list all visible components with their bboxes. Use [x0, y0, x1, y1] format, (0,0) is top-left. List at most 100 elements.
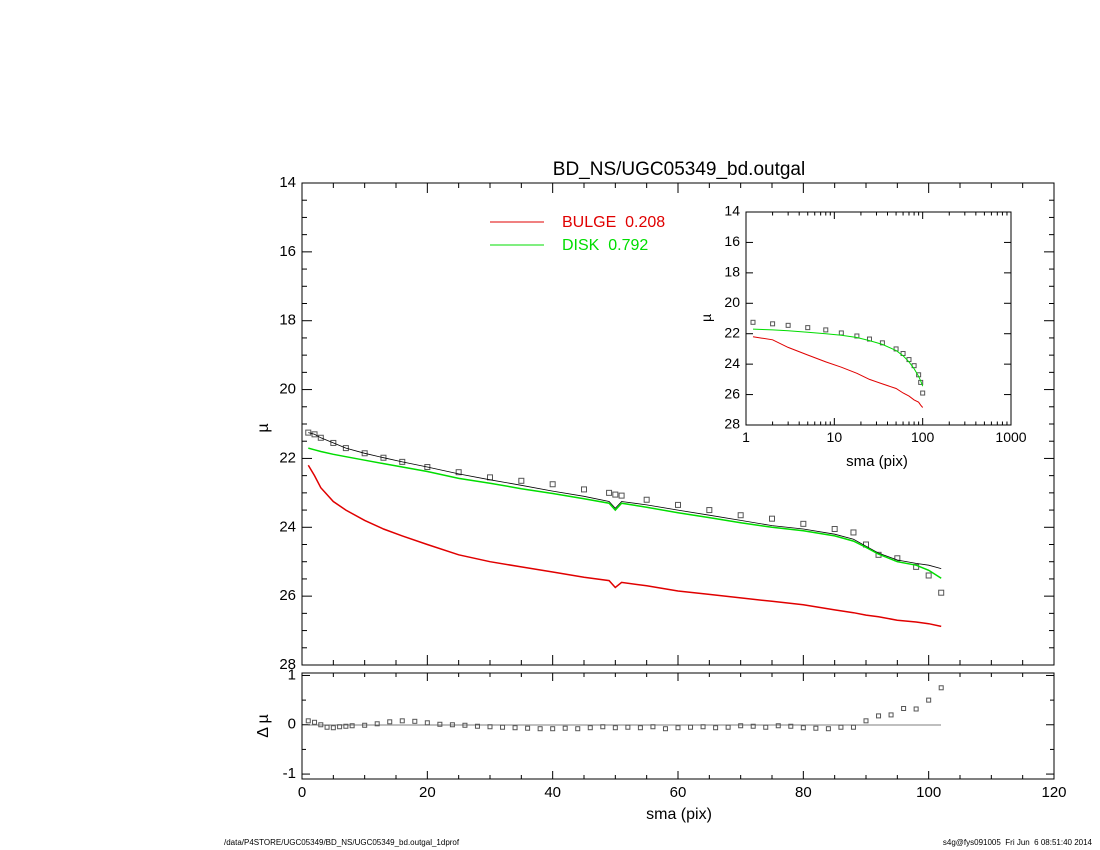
legend: BULGE 0.208 DISK 0.792	[490, 214, 665, 254]
residual-point	[512, 725, 518, 731]
residual-point	[318, 722, 324, 728]
main-data-point	[342, 445, 349, 452]
residual-point	[330, 725, 336, 731]
inset-disk-line	[752, 328, 924, 387]
residual-frame	[301, 672, 1055, 780]
residual-point	[662, 726, 668, 732]
main-data-point	[769, 515, 775, 522]
main-ytick-label: 28	[279, 656, 296, 673]
residual-point	[938, 685, 944, 691]
residual-point	[838, 724, 844, 730]
inset-xtick-label: 1	[742, 429, 750, 445]
residual-point	[449, 722, 455, 728]
main-data-point	[518, 477, 525, 484]
residual-point	[312, 719, 318, 725]
residual-point	[362, 722, 368, 728]
residual-point	[387, 719, 393, 725]
residual-ytick-label: -1	[283, 765, 296, 782]
main-panel: BD_NS/UGC05349_bd.outgal µ 14 16 18 20 22 24 2…	[255, 159, 1055, 673]
main-data-point	[675, 501, 681, 508]
inset-background	[746, 212, 1011, 425]
inset-ytick-label: 26	[724, 385, 740, 401]
inset-y-label: µ	[698, 314, 714, 322]
inset-ytick-label: 28	[724, 416, 740, 432]
residual-xtick-label: 80	[795, 784, 812, 801]
residual-point	[374, 721, 380, 727]
inset-ytick-label: 24	[724, 355, 740, 371]
main-data-point	[311, 431, 318, 438]
residual-point	[625, 724, 631, 730]
residual-xtick-label: 0	[298, 784, 306, 801]
residual-point	[725, 724, 731, 730]
residual-point	[876, 713, 882, 719]
inset-x-label: sma (pix)	[846, 453, 908, 470]
residual-point	[901, 705, 907, 711]
residual-point	[343, 723, 349, 729]
main-data-point	[317, 434, 324, 441]
main-data-point	[643, 496, 650, 503]
main-data-point	[330, 439, 337, 446]
residual-xtick-label: 20	[419, 784, 436, 801]
residual-xtick-label: 60	[670, 784, 687, 801]
residual-point	[675, 725, 681, 731]
main-data-point	[380, 454, 387, 461]
main-data-point	[737, 512, 744, 519]
main-data-point	[455, 469, 462, 476]
inset-frame	[745, 211, 1012, 426]
residual-point	[850, 724, 856, 730]
residual-point	[587, 725, 593, 731]
inset-xtick-label: 10	[827, 429, 843, 445]
main-disk-line	[308, 447, 942, 579]
main-data-point	[706, 507, 713, 514]
residual-point	[562, 725, 568, 731]
residual-point	[600, 724, 606, 730]
residual-point	[537, 726, 543, 732]
main-data-point	[612, 491, 619, 498]
legend-bulge-label: BULGE 0.208	[562, 214, 665, 231]
residual-point	[575, 726, 581, 732]
main-data-point	[938, 589, 945, 596]
residual-point	[788, 723, 794, 729]
residual-point	[738, 723, 744, 729]
residual-point	[462, 722, 468, 728]
residual-series	[305, 685, 944, 732]
residual-point	[750, 723, 756, 729]
residual-point	[412, 718, 418, 724]
main-data-point	[618, 492, 625, 499]
main-data-point	[549, 481, 556, 488]
residual-point	[763, 724, 769, 730]
main-frame	[301, 182, 1055, 666]
inset-ytick-label: 20	[724, 294, 740, 310]
main-data-point	[424, 464, 431, 471]
inset-data-point	[785, 322, 791, 328]
main-ytick-label: 20	[279, 381, 296, 398]
inset-ticks: 14 16 18 20 22 24 26 281 10 100 1000	[724, 203, 1026, 445]
main-data-point	[581, 486, 587, 493]
main-ytick-label: 18	[279, 312, 296, 329]
residual-x-label: sma (pix)	[646, 806, 712, 823]
residual-point	[713, 725, 719, 731]
main-data-point	[399, 458, 406, 465]
main-series	[305, 429, 945, 628]
footer-timestamp: s4g@fys091005 Fri Jun 6 08:51:40 2014	[942, 838, 1092, 847]
residual-point	[424, 720, 430, 726]
inset-ytick-label: 16	[724, 233, 740, 249]
residual-xtick-label: 100	[916, 784, 941, 801]
main-ytick-label: 24	[279, 518, 296, 535]
residual-point	[863, 718, 869, 724]
residual-point	[650, 724, 656, 730]
residual-point	[813, 725, 819, 731]
residual-point	[525, 725, 531, 731]
residual-point	[800, 725, 806, 731]
residual-point	[926, 697, 932, 703]
main-bulge-line	[307, 464, 942, 628]
residual-point	[637, 725, 643, 731]
inset-ytick-label: 22	[724, 324, 740, 340]
inset-xtick-label: 1000	[995, 429, 1026, 445]
main-title: BD_NS/UGC05349_bd.outgal	[553, 159, 805, 180]
main-data-point	[606, 489, 613, 496]
inset-data-point	[823, 327, 829, 333]
residual-y-label: Δ µ	[255, 714, 272, 737]
